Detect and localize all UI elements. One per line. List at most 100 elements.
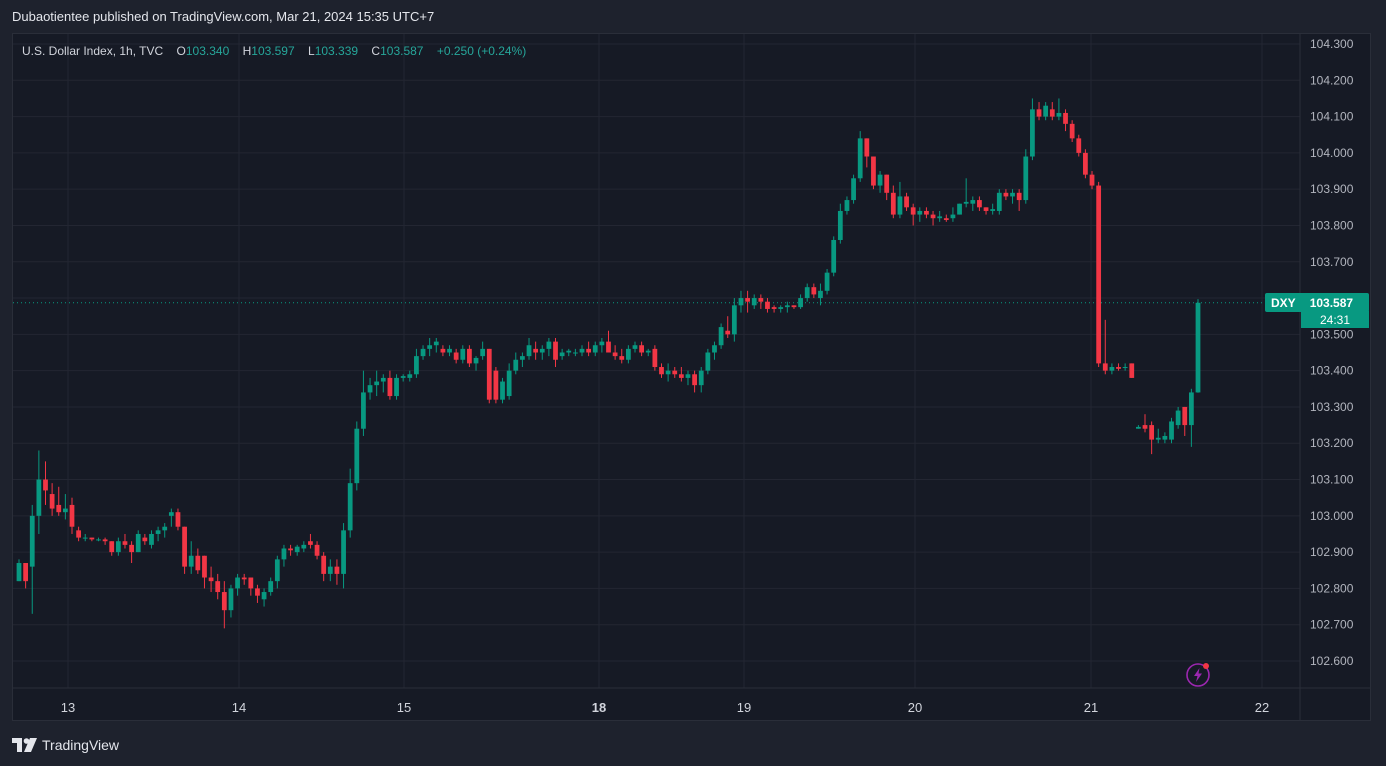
- candle-body-down: [122, 541, 128, 545]
- candle-body-down: [1142, 425, 1148, 429]
- candle-body-down: [1089, 174, 1095, 186]
- candle-body-down: [202, 555, 207, 578]
- candle-body-up: [844, 200, 850, 211]
- tradingview-logo[interactable]: TradingView: [12, 737, 119, 753]
- candle-body-down: [771, 307, 777, 309]
- badge-symbol: DXY: [1271, 295, 1296, 310]
- legend-high-label: H: [242, 44, 252, 58]
- y-tick-label: 103.200: [1310, 436, 1354, 450]
- candle-body-up: [592, 345, 598, 353]
- candle-body-down: [56, 504, 62, 513]
- candle-body-down: [983, 207, 989, 211]
- candle-body-up: [705, 352, 711, 371]
- candle-body-down: [1116, 367, 1121, 369]
- candle-body-down: [288, 548, 293, 551]
- candle-body-up: [751, 298, 757, 306]
- candle-body-up: [632, 345, 638, 349]
- candle-body-up: [798, 298, 803, 308]
- y-tick-label: 104.000: [1310, 146, 1354, 160]
- x-tick-label: 15: [397, 700, 411, 715]
- candle-body-down: [221, 592, 227, 611]
- candle-body-down: [314, 544, 320, 556]
- candle-body-down: [69, 504, 75, 527]
- candle-body-up: [407, 374, 413, 378]
- candle-body-down: [493, 370, 499, 400]
- y-tick-label: 103.300: [1310, 400, 1354, 414]
- candle-body-down: [612, 352, 618, 357]
- candle-body-down: [467, 348, 472, 364]
- candle-body-up: [625, 348, 631, 360]
- candle-body-down: [910, 207, 916, 215]
- candle-body-down: [758, 298, 764, 302]
- candle-body-up: [327, 566, 333, 574]
- x-tick-label: 18: [592, 700, 606, 715]
- y-tick-label: 102.900: [1310, 545, 1354, 559]
- candle-body-up: [831, 239, 837, 273]
- badge-price-row: DXY 103.587: [1265, 293, 1369, 312]
- candle-body-up: [506, 370, 512, 397]
- candle-body-down: [175, 512, 181, 527]
- candle-body-up: [996, 192, 1002, 211]
- y-tick-label: 103.900: [1310, 182, 1354, 196]
- candle-body-down: [1096, 185, 1102, 364]
- candle-body-up: [361, 392, 366, 429]
- candle-body-up: [149, 533, 154, 545]
- candle-body-up: [837, 210, 843, 240]
- lightning-bolt-icon[interactable]: [1185, 662, 1211, 688]
- candle-body-up: [712, 345, 717, 353]
- candle-body-down: [977, 200, 982, 208]
- candle-body-down: [1049, 109, 1055, 117]
- candle-body-up: [718, 327, 724, 346]
- candle-body-up: [400, 376, 406, 378]
- candle-body-down: [321, 555, 327, 574]
- y-tick-label: 102.700: [1310, 618, 1354, 632]
- candle-body-up: [937, 216, 943, 219]
- candle-body-up: [135, 533, 141, 553]
- candle-body-up: [354, 428, 360, 484]
- candle-body-up: [473, 357, 479, 364]
- legend-close-value: 103.587: [380, 44, 424, 58]
- candle-body-down: [871, 156, 876, 186]
- candle-body-up: [645, 350, 651, 353]
- candle-body-up: [29, 515, 35, 567]
- candle-body-up: [16, 563, 22, 582]
- candle-body-up: [96, 539, 101, 541]
- candle-body-up: [281, 548, 287, 560]
- candle-body-up: [917, 210, 923, 215]
- candle-body-up: [433, 341, 439, 346]
- legend-open-label: O: [176, 44, 186, 58]
- y-tick-label: 104.200: [1310, 73, 1354, 87]
- candle-body-down: [678, 374, 684, 378]
- candle-body-up: [1169, 421, 1174, 440]
- candle-body-down: [1076, 138, 1082, 153]
- candle-body-down: [791, 305, 797, 308]
- candle-body-down: [606, 341, 611, 353]
- candle-body-down: [387, 377, 393, 397]
- x-tick-label: 21: [1084, 700, 1098, 715]
- candle-body-up: [546, 341, 552, 349]
- candle-body-down: [586, 348, 592, 353]
- candle-body-up: [480, 348, 486, 357]
- candle-body-up: [1023, 156, 1029, 201]
- candle-body-up: [414, 356, 419, 375]
- candle-body-down: [924, 210, 929, 215]
- candle-body-down: [943, 218, 949, 221]
- candle-body-down: [1003, 192, 1009, 197]
- candle-body-down: [49, 494, 55, 509]
- y-tick-label: 102.800: [1310, 581, 1354, 595]
- x-tick-label: 19: [737, 700, 751, 715]
- candle-body-up: [963, 201, 969, 204]
- legend-low-value: 103.339: [314, 44, 359, 58]
- candle-body-up: [990, 209, 996, 211]
- candle-body-down: [765, 301, 770, 309]
- candle-body-down: [1102, 363, 1108, 371]
- candle-body-down: [182, 526, 187, 567]
- candle-body-up: [970, 200, 976, 204]
- candle-body-down: [43, 479, 48, 491]
- candle-body-down: [890, 192, 896, 215]
- candle-body-up: [1162, 435, 1168, 440]
- candle-body-up: [460, 348, 466, 360]
- candle-body-up: [698, 370, 704, 386]
- candle-body-up: [380, 377, 386, 382]
